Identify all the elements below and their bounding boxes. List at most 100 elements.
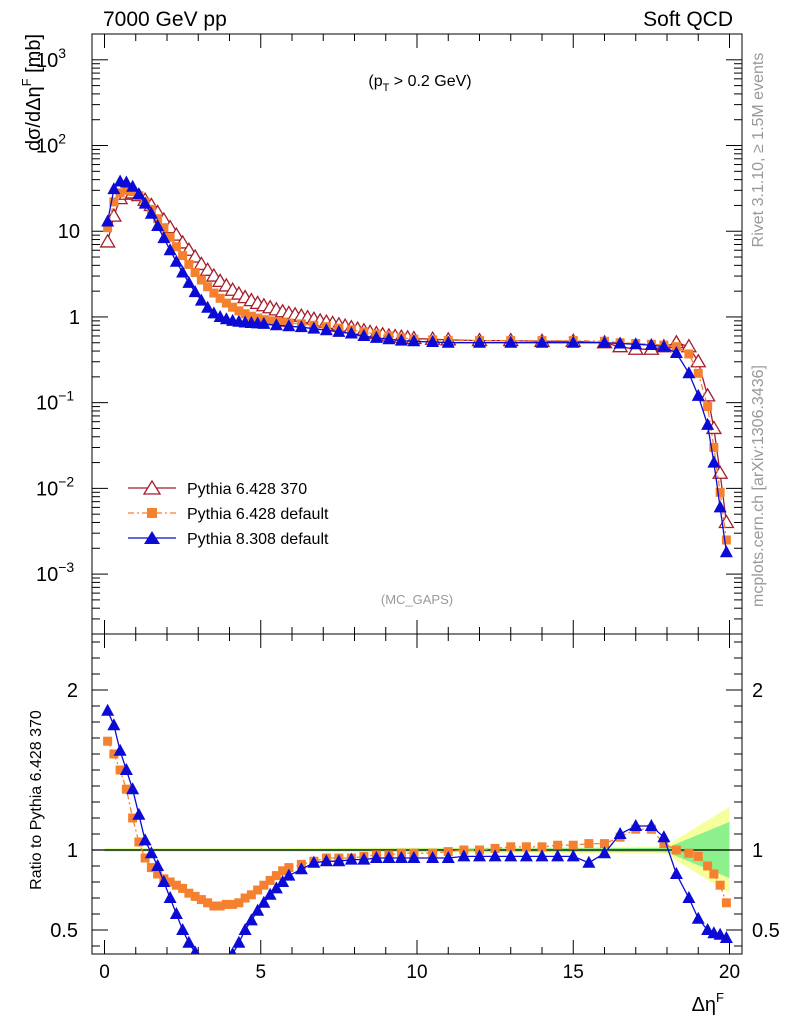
data-point	[221, 298, 231, 308]
data-point	[521, 842, 531, 852]
y-tick-label: 102	[36, 131, 66, 158]
legend-entry-pythia6-370: Pythia 6.428 370	[128, 479, 307, 498]
data-point	[182, 935, 196, 948]
data-point	[535, 335, 549, 348]
legend-label: Pythia 6.428 default	[187, 506, 329, 523]
data-point	[184, 259, 194, 269]
data-point	[107, 182, 121, 195]
data-point	[209, 901, 219, 911]
axis-ticks	[92, 33, 742, 954]
data-point	[682, 366, 696, 379]
series-pythia-8-308-default	[101, 703, 733, 977]
data-point	[709, 869, 719, 879]
series-line	[106, 189, 728, 541]
series-line	[107, 710, 727, 954]
data-point	[99, 233, 116, 248]
data-point	[394, 333, 408, 346]
data-point	[195, 955, 208, 967]
data-point	[101, 214, 115, 227]
data-point	[234, 306, 244, 316]
data-point	[214, 965, 227, 977]
pt-cut-annotation: (pT > 0.2 GeV)	[368, 73, 471, 94]
data-point	[671, 845, 681, 855]
rivet-version-label: Rivet 3.1.10, ≥ 1.5M events	[750, 53, 767, 248]
legend-label: Pythia 8.308 default	[187, 531, 329, 548]
legend-marker-filled-triangle	[144, 531, 160, 544]
data-point	[176, 923, 190, 935]
data-point	[659, 839, 669, 849]
data-point	[269, 318, 283, 331]
x-tick-label: 20	[719, 962, 740, 983]
data-point	[504, 335, 518, 348]
data-point	[146, 863, 156, 873]
data-point	[107, 718, 121, 731]
data-point	[228, 947, 237, 954]
y-tick-label: 10−3	[36, 559, 74, 586]
data-point	[490, 843, 500, 853]
data-point	[209, 288, 219, 298]
data-point	[269, 881, 283, 894]
data-point	[178, 883, 188, 893]
data-point	[199, 262, 216, 276]
data-point	[657, 339, 671, 352]
data-point	[276, 875, 290, 887]
data-point	[278, 318, 288, 328]
data-point	[151, 859, 165, 871]
data-point	[691, 388, 705, 401]
data-point	[457, 849, 471, 862]
data-point	[234, 898, 244, 908]
data-point	[473, 335, 486, 348]
data-point	[190, 945, 200, 954]
data-point	[600, 839, 609, 849]
data-point	[441, 851, 455, 863]
legend-entry-pythia8-default: Pythia 8.308 default	[128, 531, 329, 548]
series-line	[106, 192, 728, 523]
data-point	[707, 455, 721, 468]
data-point	[282, 319, 296, 332]
data-point	[319, 854, 333, 867]
data-point	[163, 243, 177, 256]
data-point	[344, 852, 358, 865]
data-point	[196, 895, 206, 905]
data-point	[382, 332, 396, 345]
data-point	[157, 875, 171, 887]
data-point	[253, 885, 263, 895]
data-point	[519, 849, 533, 862]
x-tick-label: 0	[99, 962, 110, 983]
series-pythia-6-428-370	[99, 184, 735, 529]
data-point	[629, 819, 643, 831]
data-point	[703, 861, 713, 871]
data-point	[196, 275, 206, 285]
y-tick-label: 103	[36, 45, 66, 72]
ratio-y-axis-title: Ratio to Pythia 6.428 370	[28, 710, 45, 890]
data-point	[171, 242, 181, 252]
data-point	[194, 293, 208, 306]
data-point	[251, 903, 265, 916]
data-point	[535, 849, 549, 862]
y-tick-label: 1	[69, 307, 80, 329]
data-point	[719, 545, 733, 558]
main-y-axis-title: dσ/dΔηF [mb]	[19, 34, 45, 151]
data-point	[715, 487, 725, 497]
x-axis-title: ΔηF	[692, 990, 724, 1016]
data-point	[441, 335, 455, 348]
data-point	[613, 336, 627, 349]
data-point	[344, 326, 358, 339]
data-point	[171, 880, 181, 890]
data-point	[144, 206, 158, 219]
data-point	[178, 251, 188, 261]
data-point	[207, 965, 220, 977]
data-point	[382, 851, 396, 863]
data-point	[711, 464, 729, 479]
data-point	[568, 840, 578, 850]
data-point	[184, 888, 194, 898]
y-tick-label: 10−1	[36, 388, 74, 415]
data-point	[506, 842, 516, 852]
data-point	[701, 417, 715, 430]
data-point	[246, 890, 256, 900]
data-point	[157, 231, 171, 244]
data-point	[113, 743, 127, 756]
data-point	[629, 337, 643, 350]
data-point	[121, 185, 131, 195]
